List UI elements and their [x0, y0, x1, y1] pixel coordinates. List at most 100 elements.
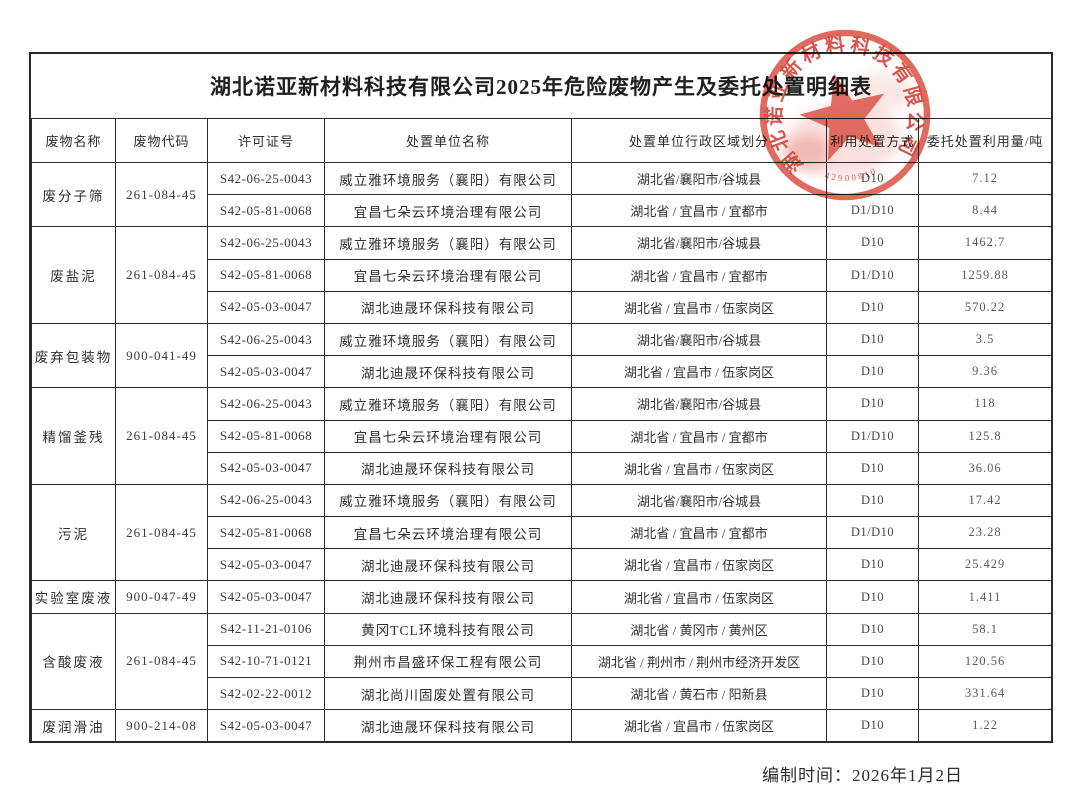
table-row: S42-10-71-0121 荆州市昌盛环保工程有限公司 湖北省 / 荆州市 / 荆… [32, 644, 1052, 679]
header-waste-code: 废物代码 [115, 118, 208, 163]
amount-cell: 9.36 [918, 355, 1052, 389]
method-cell: D10 [826, 709, 919, 743]
region-cell: 湖北省 / 荆州市 / 荆州市经济开发区 [571, 644, 827, 679]
waste-name-cell: 污泥 [31, 483, 116, 582]
method-cell: D10 [826, 290, 919, 324]
amount-cell: 1.411 [918, 580, 1052, 614]
company-cell: 湖北迪晟环保科技有限公司 [324, 548, 572, 582]
table-row: S42-05-81-0068 宜昌七朵云环境治理有限公司 湖北省 / 宜昌市 / 宜… [32, 419, 1052, 453]
waste-code-cell: 900-047-49 [115, 580, 208, 614]
method-cell: D10 [826, 644, 919, 679]
amount-cell: 25.429 [918, 548, 1052, 582]
table-row: 污泥 261-084-45 S42-06-25-0043 威立雅环境服务（襄阳）有限公… [31, 483, 1052, 582]
table-row: S42-05-81-0068 宜昌七朵云环境治理有限公司 湖北省 / 宜昌市 / 宜… [32, 194, 1052, 228]
amount-cell: 1259.88 [918, 258, 1052, 292]
header-region: 处置单位行政区域划分 [571, 118, 827, 163]
amount-cell: 17.42 [918, 483, 1052, 518]
page-title: 湖北诺亚新材料科技有限公司2025年危险废物产生及委托处置明细表 [210, 75, 872, 99]
header-license-no: 许可证号 [207, 118, 325, 163]
table-row: 实验室废液 900-047-49 S42-05-03-0047 湖北迪晟环保科技有限公… [31, 580, 1052, 614]
table-row: S42-02-22-0012 湖北尚川固废处置有限公司 湖北省 / 黄石市 / 阳新… [32, 676, 1052, 711]
waste-name-cell: 含酸废液 [31, 612, 116, 711]
license-cell: S42-05-81-0068 [207, 516, 325, 550]
company-cell: 宜昌七朵云环境治理有限公司 [324, 419, 572, 453]
waste-code-cell: 261-084-45 [115, 612, 208, 711]
region-cell: 湖北省 / 宜昌市 / 伍家岗区 [571, 580, 827, 614]
header-company: 处置单位名称 [324, 118, 572, 163]
license-cell: S42-11-21-0106 [207, 612, 325, 646]
company-cell: 威立雅环境服务（襄阳）有限公司 [324, 387, 572, 421]
license-cell: S42-06-25-0043 [207, 161, 325, 196]
company-cell: 湖北迪晟环保科技有限公司 [324, 709, 572, 743]
amount-cell: 120.56 [918, 644, 1052, 679]
waste-code-cell: 900-041-49 [115, 322, 208, 389]
license-cell: S42-06-25-0043 [207, 483, 325, 518]
region-cell: 湖北省 / 宜昌市 / 伍家岗区 [571, 548, 827, 582]
amount-cell: 570.22 [918, 290, 1052, 324]
license-cell: S42-06-25-0043 [207, 226, 325, 260]
header-method: 利用处置方式 [826, 118, 919, 163]
table-row: 精馏釜残 261-084-45 S42-06-25-0043 威立雅环境服务（襄阳）有… [31, 387, 1052, 485]
table-row: 废弃包装物 900-041-49 S42-06-25-0043 威立雅环境服务（襄阳）… [31, 322, 1052, 389]
license-cell: S42-05-03-0047 [207, 355, 325, 389]
license-cell: S42-05-81-0068 [207, 194, 325, 228]
method-cell: D1/D10 [826, 516, 919, 550]
company-cell: 黄冈TCL环境科技有限公司 [324, 612, 572, 646]
method-cell: D10 [826, 451, 919, 485]
region-cell: 湖北省 / 黄石市 / 阳新县 [571, 676, 827, 711]
method-cell: D1/D10 [826, 194, 919, 228]
region-cell: 湖北省 / 宜昌市 / 宜都市 [571, 419, 827, 453]
amount-cell: 125.8 [918, 419, 1052, 453]
waste-table: 废物名称 废物代码 许可证号 处置单位名称 处置单位行政区域划分 利用处置方式 … [31, 118, 1052, 743]
table-row: 含酸废液 261-084-45 S42-11-21-0106 黄冈TCL环境科技有限公… [31, 612, 1052, 711]
header-amount: 委托处置利用量/吨 [918, 118, 1052, 163]
region-cell: 湖北省/襄阳市/谷城县 [571, 226, 827, 260]
table-row: 废盐泥 261-084-45 S42-06-25-0043 威立雅环境服务（襄阳）有限… [31, 226, 1052, 324]
license-cell: S42-05-03-0047 [207, 451, 325, 485]
table-row: 废分子筛 261-084-45 S42-06-25-0043 威立雅环境服务（襄阳）有… [31, 161, 1052, 228]
waste-name-cell: 废弃包装物 [31, 322, 116, 389]
amount-cell: 1462.7 [918, 226, 1052, 260]
waste-code-cell: 261-084-45 [115, 483, 208, 582]
document-border: 湖北诺亚新材料科技有限公司2025年危险废物产生及委托处置明细表 废物名称 废物… [29, 52, 1053, 743]
region-cell: 湖北省 / 宜昌市 / 伍家岗区 [571, 451, 827, 485]
license-cell: S42-05-03-0047 [207, 580, 325, 614]
waste-name-cell: 废分子筛 [31, 161, 116, 228]
method-cell: D10 [826, 226, 919, 260]
license-cell: S42-05-81-0068 [207, 419, 325, 453]
license-cell: S42-06-25-0043 [207, 387, 325, 421]
amount-cell: 23.28 [918, 516, 1052, 550]
table-row: S42-05-03-0047 湖北迪晟环保科技有限公司 湖北省 / 宜昌市 / 伍家… [32, 451, 1052, 485]
company-cell: 宜昌七朵云环境治理有限公司 [324, 258, 572, 292]
waste-code-cell: 261-084-45 [115, 387, 208, 485]
method-cell: D10 [826, 580, 919, 614]
waste-name-cell: 实验室废液 [31, 580, 116, 614]
region-cell: 湖北省 / 宜昌市 / 宜都市 [571, 516, 827, 550]
company-cell: 宜昌七朵云环境治理有限公司 [324, 194, 572, 228]
company-cell: 威立雅环境服务（襄阳）有限公司 [324, 322, 572, 357]
table-row: 废润滑油 900-214-08 S42-05-03-0047 湖北迪晟环保科技有限公司… [31, 709, 1052, 743]
method-cell: D1/D10 [826, 419, 919, 453]
amount-cell: 8.44 [918, 194, 1052, 228]
method-cell: D10 [826, 355, 919, 389]
waste-name-cell: 废盐泥 [31, 226, 116, 324]
region-cell: 湖北省 / 黄冈市 / 黄州区 [571, 612, 827, 646]
table-header-row: 废物名称 废物代码 许可证号 处置单位名称 处置单位行政区域划分 利用处置方式 … [31, 118, 1052, 163]
amount-cell: 58.1 [918, 612, 1052, 646]
method-cell: D10 [826, 676, 919, 711]
region-cell: 湖北省/襄阳市/谷城县 [571, 322, 827, 357]
region-cell: 湖北省 / 宜昌市 / 宜都市 [571, 258, 827, 292]
region-cell: 湖北省 / 宜昌市 / 伍家岗区 [571, 355, 827, 389]
company-cell: 湖北迪晟环保科技有限公司 [324, 580, 572, 614]
method-cell: D10 [826, 387, 919, 421]
method-cell: D1/D10 [826, 258, 919, 292]
company-cell: 湖北迪晟环保科技有限公司 [324, 290, 572, 324]
license-cell: S42-05-03-0047 [207, 709, 325, 743]
waste-name-cell: 废润滑油 [31, 709, 116, 743]
waste-code-cell: 261-084-45 [115, 161, 208, 228]
license-cell: S42-10-71-0121 [207, 644, 325, 679]
license-cell: S42-05-03-0047 [207, 548, 325, 582]
footer-date: 编制时间：2026年1月2日 [762, 766, 963, 785]
table-row: S42-05-81-0068 宜昌七朵云环境治理有限公司 湖北省 / 宜昌市 / 宜… [32, 258, 1052, 292]
